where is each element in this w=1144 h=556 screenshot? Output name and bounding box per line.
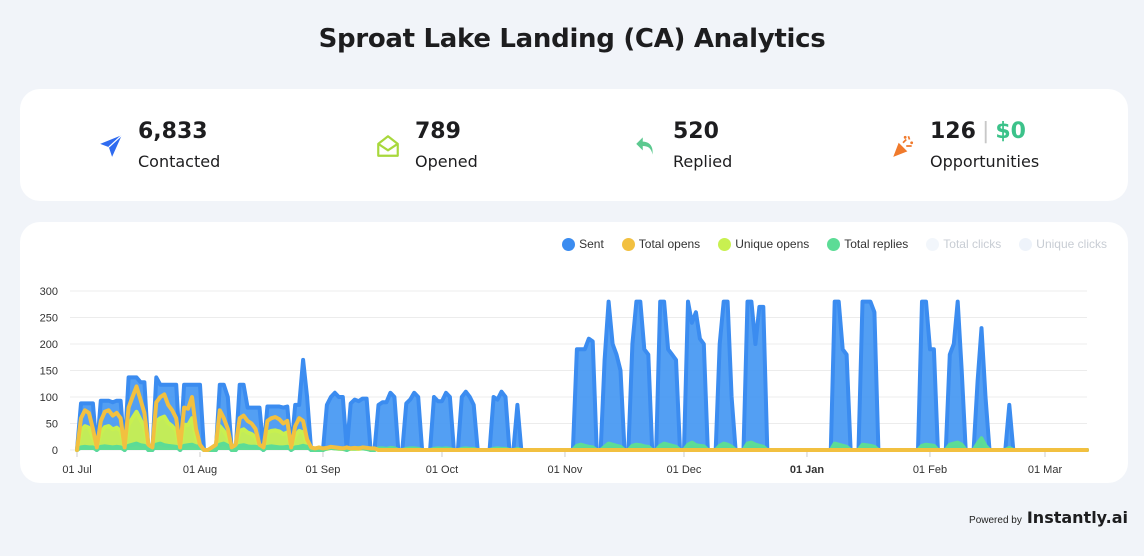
legend-swatch xyxy=(926,237,940,251)
legend-item-total-opens[interactable]: Total opens xyxy=(621,237,701,251)
stat-label: Contacted xyxy=(138,152,221,171)
stat-value: 6,833 xyxy=(138,119,208,144)
y-tick-label: 100 xyxy=(40,392,58,404)
x-tick-label: 01 Oct xyxy=(426,464,458,476)
stat-label: Opened xyxy=(415,152,478,171)
y-tick-label: 300 xyxy=(40,286,58,298)
series-line-total-replies xyxy=(75,436,1089,452)
stat-value: 520 xyxy=(673,119,719,144)
x-tick-label: 01 Dec xyxy=(667,464,702,476)
instantly-logo[interactable]: Instantly.ai xyxy=(1026,508,1128,527)
stat-replied: 520 Replied xyxy=(633,117,732,171)
stat-money-value: $0 xyxy=(995,119,1026,144)
legend-swatch xyxy=(1019,237,1033,251)
stat-label: Opportunities xyxy=(930,152,1040,171)
stat-separator: | xyxy=(981,119,990,144)
legend-label: Unique clicks xyxy=(1036,237,1107,251)
legend-swatch xyxy=(827,237,841,251)
powered-by-text: Powered by xyxy=(969,515,1022,526)
x-tick-label: 01 Aug xyxy=(183,464,217,476)
chart-legend: Sent Total opens Unique opens Total replies… xyxy=(562,237,1107,251)
legend-item-total-clicks[interactable]: Total clicks xyxy=(926,237,1001,251)
stat-contacted: 6,833 Contacted xyxy=(98,117,220,171)
x-tick-label: 01 Jan xyxy=(790,464,825,476)
x-tick-label: 01 Nov xyxy=(548,464,583,476)
legend-item-sent[interactable]: Sent xyxy=(562,237,604,251)
y-tick-label: 0 xyxy=(52,445,58,457)
y-tick-label: 50 xyxy=(46,419,58,431)
legend-label: Total replies xyxy=(844,237,909,251)
party-popper-icon xyxy=(893,135,914,157)
stat-opened: 789 Opened xyxy=(375,117,478,171)
x-tick-label: 01 Sep xyxy=(306,464,341,476)
legend-item-unique-opens[interactable]: Unique opens xyxy=(718,237,809,251)
open-envelope-icon xyxy=(377,135,399,157)
series-line-total-opens xyxy=(75,384,1089,452)
legend-label: Total opens xyxy=(638,237,701,251)
stats-card: 6,833 Contacted 789 Opened 520 Replied 126 |… xyxy=(20,89,1128,201)
legend-item-total-replies[interactable]: Total replies xyxy=(827,237,908,251)
y-tick-label: 150 xyxy=(40,366,58,378)
page-title: Sproat Lake Landing (CA) Analytics xyxy=(318,24,826,54)
legend-label: Total clicks xyxy=(943,237,1002,251)
x-tick-label: 01 Mar xyxy=(1028,464,1063,476)
reply-arrow-icon xyxy=(636,137,653,155)
legend-swatch xyxy=(562,237,576,251)
legend-swatch xyxy=(621,237,635,251)
y-tick-label: 200 xyxy=(40,339,58,351)
legend-item-unique-clicks[interactable]: Unique clicks xyxy=(1019,237,1107,251)
stat-label: Replied xyxy=(673,152,733,171)
powered-by-footer: Powered by Instantly.ai xyxy=(969,508,1128,527)
stat-value: 126 xyxy=(930,119,976,144)
x-tick-label: 01 Jul xyxy=(62,464,91,476)
y-tick-label: 250 xyxy=(40,313,58,325)
stat-value: 789 xyxy=(415,119,461,144)
legend-label: Unique opens xyxy=(735,237,810,251)
paper-plane-icon xyxy=(100,134,123,157)
x-tick-label: 01 Feb xyxy=(913,464,947,476)
legend-label: Sent xyxy=(579,237,604,251)
series-line-sent xyxy=(75,299,1089,452)
stat-opportunities: 126 | $0 Opportunities xyxy=(890,117,1039,171)
legend-swatch xyxy=(718,237,732,251)
